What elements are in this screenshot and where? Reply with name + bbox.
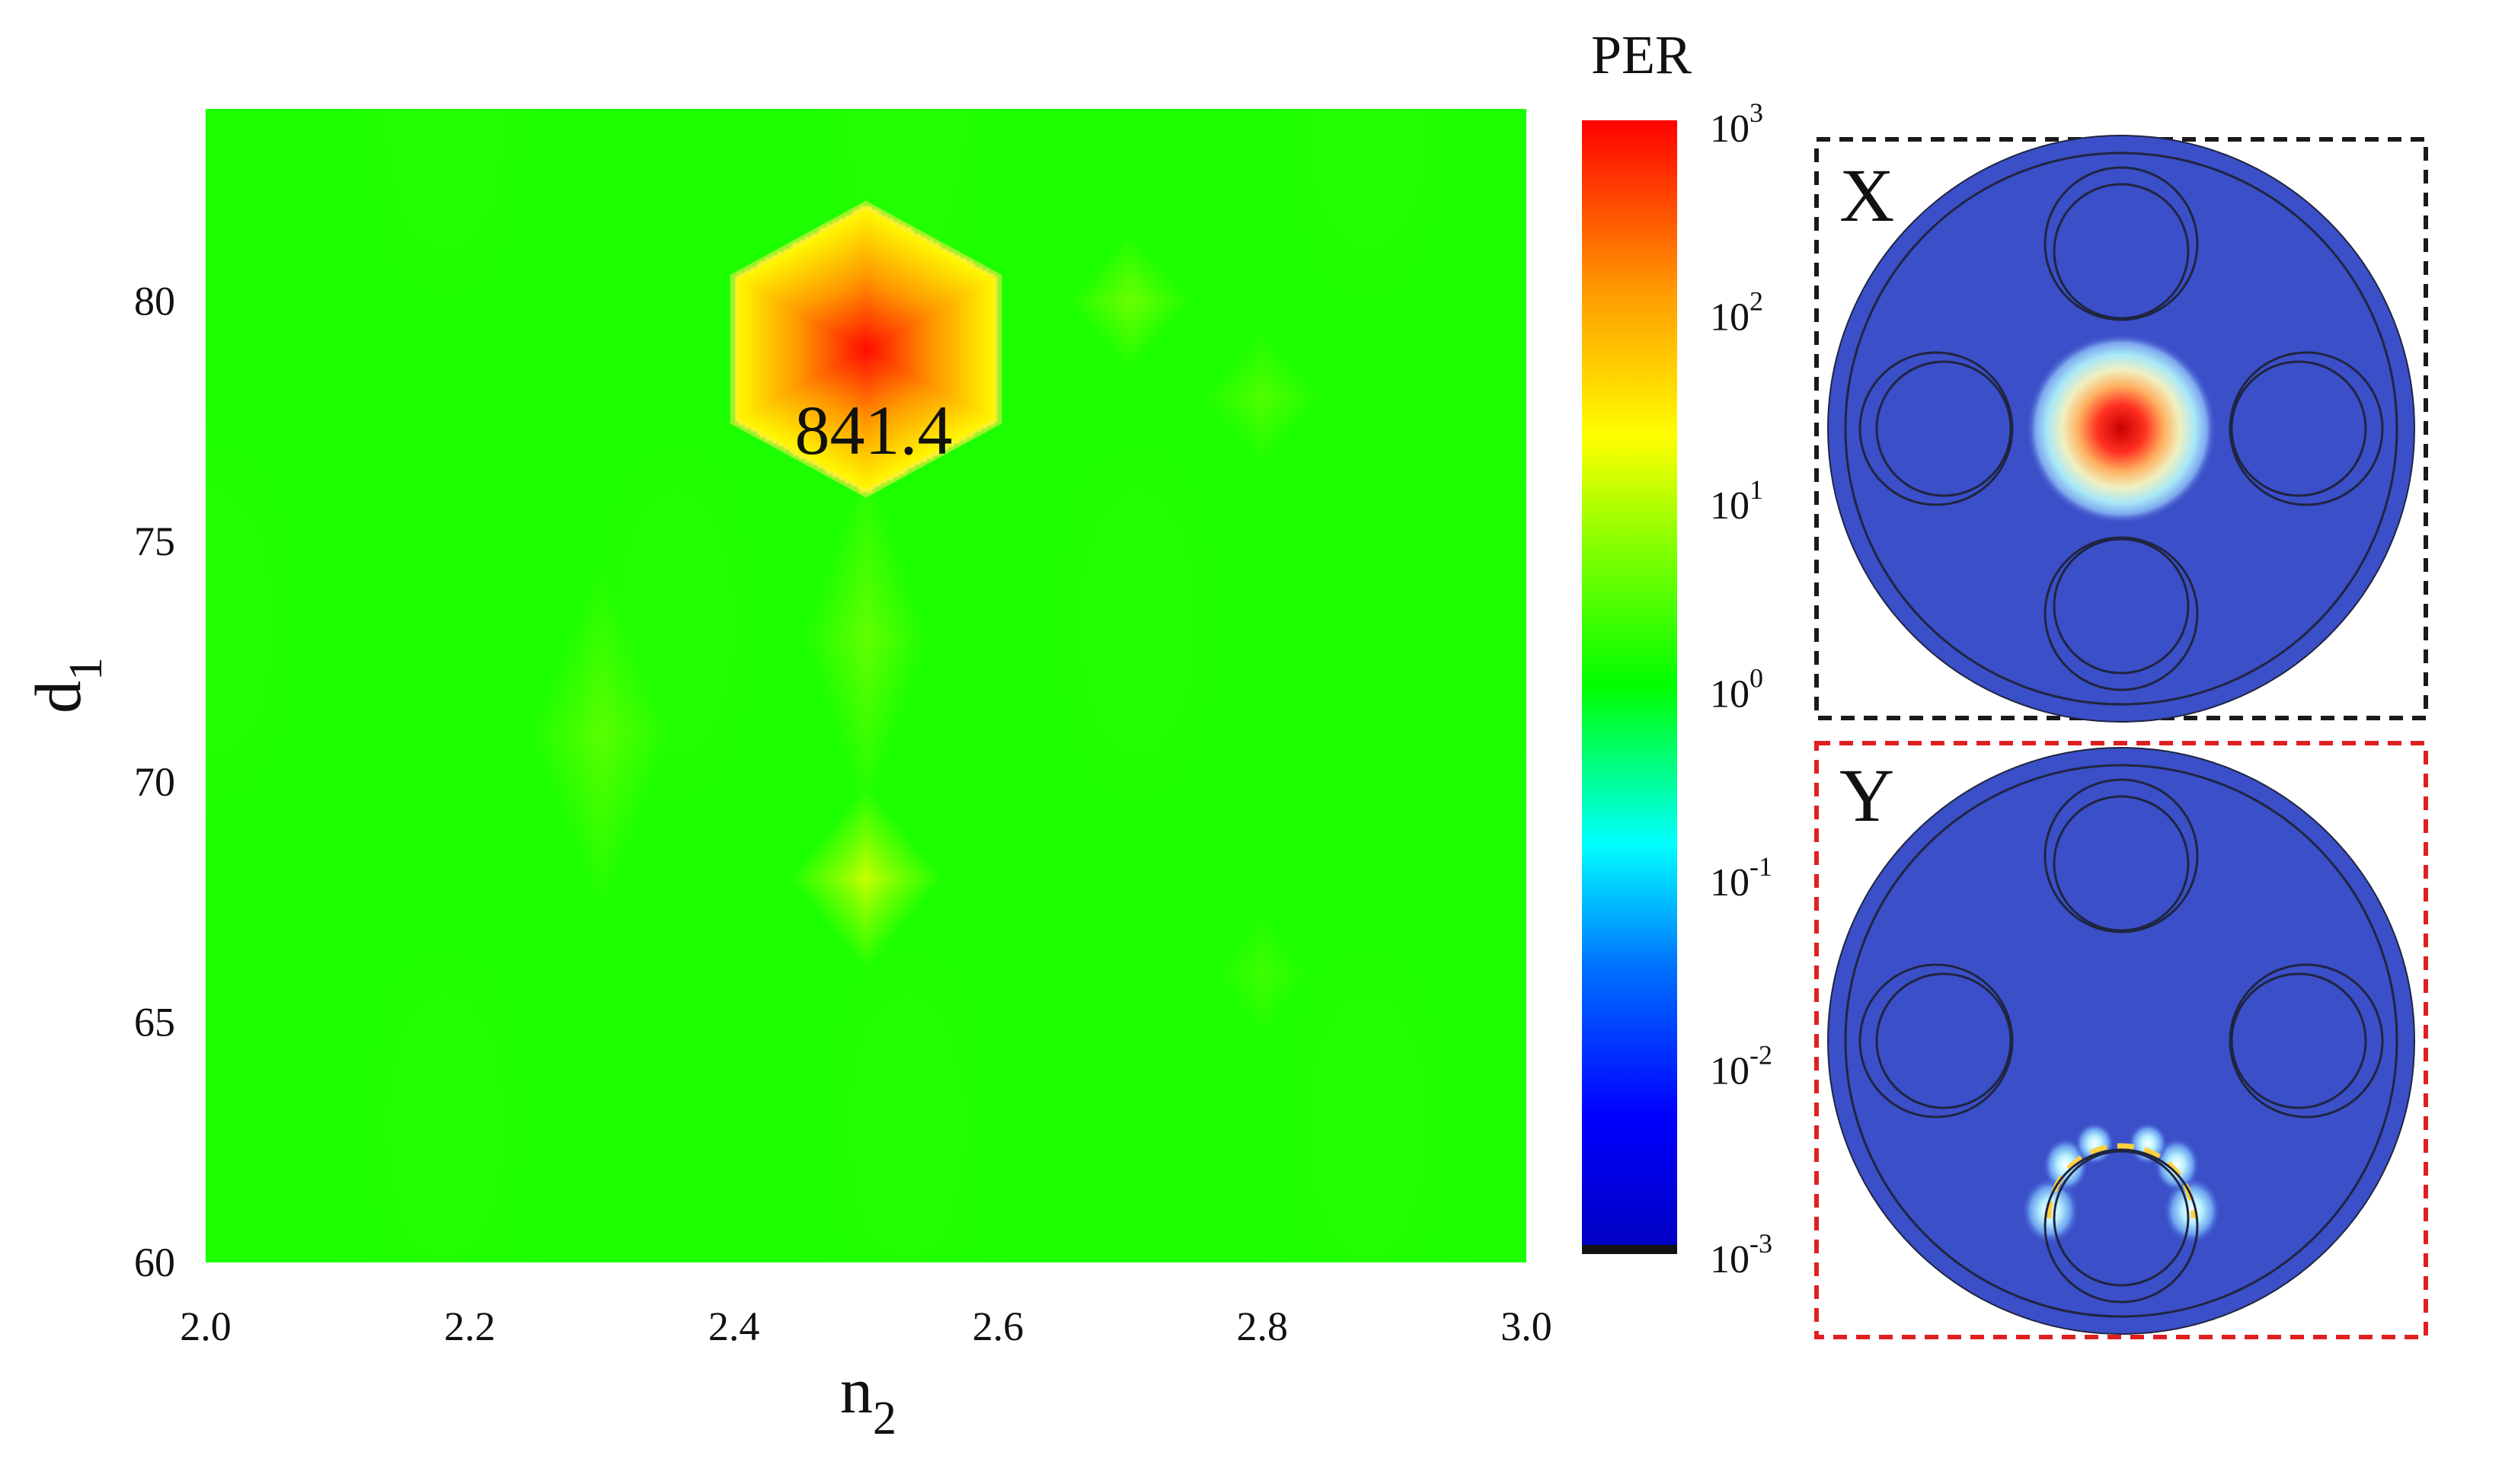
air-hole-top — [2043, 778, 2199, 933]
air-hole-left-inner — [1875, 360, 2012, 497]
colorbar-bottom-cap — [1582, 1245, 1677, 1254]
inset-y-outer-ring — [1827, 747, 2415, 1335]
inset-x-core-field — [2026, 334, 2216, 524]
colorbar-ticks: 103 102 101 100 10-1 10-2 10-3 — [1710, 97, 1772, 1281]
x-tick-label: 3.0 — [1500, 1304, 1552, 1349]
y-tick-label: 70 — [134, 759, 175, 805]
air-hole-bottom-inner — [2053, 1150, 2190, 1287]
heatmap-image — [206, 109, 1526, 1262]
inset-y-label: Y — [1839, 753, 1894, 838]
air-hole-right — [2229, 963, 2384, 1119]
air-hole-bottom — [2043, 536, 2199, 691]
y-axis: 60 65 70 75 80 — [134, 279, 175, 1286]
inset-x-air-holes — [1858, 166, 2384, 691]
colorbar-tick-label: 10-1 — [1710, 851, 1772, 905]
inset-y-cladding — [1828, 748, 2414, 1334]
air-hole-bottom — [2043, 1148, 2199, 1304]
colorbar: PER 103 102 101 100 10-1 10-2 10-3 — [1582, 24, 1772, 1281]
air-hole-right — [2229, 351, 2384, 506]
air-hole-right-inner — [2230, 360, 2367, 497]
inset-y-air-holes — [1858, 778, 2384, 1304]
air-hole-top-inner — [2053, 183, 2190, 320]
peak-region — [730, 200, 1002, 498]
inset-x-outer-ring — [1827, 135, 2415, 723]
colorbar-tick-label: 100 — [1710, 663, 1763, 716]
inset-y-mode: Y — [1814, 741, 2428, 1339]
peak-annotation: 841.4 — [795, 391, 953, 469]
y-tick-label: 80 — [134, 279, 175, 324]
inset-y-frame — [1814, 741, 2428, 1339]
inset-x-label: X — [1839, 153, 1894, 238]
colorbar-bar — [1582, 120, 1677, 1251]
colorbar-tick-label: 103 — [1710, 97, 1763, 151]
air-hole-bottom-inner — [2053, 538, 2190, 675]
x-tick-label: 2.6 — [973, 1304, 1024, 1349]
inset-y-field-spot — [2163, 1177, 2221, 1244]
inset-x-mode: X — [1814, 135, 2428, 723]
y-axis-label: d1 — [21, 657, 112, 713]
y-tick-label: 65 — [134, 999, 175, 1045]
heatmap-marks — [730, 200, 1002, 498]
y-tick-label: 75 — [134, 519, 175, 564]
x-tick-label: 2.4 — [708, 1304, 760, 1349]
y-tick-label: 60 — [134, 1240, 175, 1285]
air-hole-top — [2043, 166, 2199, 321]
inset-y-field-spot — [2128, 1122, 2168, 1165]
air-hole-top-inner — [2053, 795, 2190, 932]
colorbar-tick-label: 101 — [1710, 474, 1763, 528]
x-tick-label: 2.8 — [1236, 1304, 1288, 1349]
heatmap — [206, 109, 1526, 1262]
air-hole-left — [1858, 963, 2014, 1119]
x-tick-label: 2.0 — [180, 1304, 232, 1349]
colorbar-label: PER — [1591, 24, 1692, 85]
inset-y-inner-ring — [1844, 764, 2398, 1318]
air-hole-right-inner — [2230, 972, 2367, 1109]
colorbar-tick-label: 102 — [1710, 286, 1763, 340]
colorbar-tick-label: 10-3 — [1710, 1228, 1772, 1281]
colorbar-tick-label: 10-2 — [1710, 1040, 1772, 1093]
air-hole-left-inner — [1875, 972, 2012, 1109]
x-tick-label: 2.2 — [444, 1304, 496, 1349]
inset-x-inner-ring — [1844, 152, 2398, 706]
x-axis-label: n2 — [840, 1354, 896, 1444]
air-hole-left — [1858, 351, 2014, 506]
x-axis: 2.0 2.2 2.4 2.6 2.8 3.0 — [180, 1304, 1552, 1349]
